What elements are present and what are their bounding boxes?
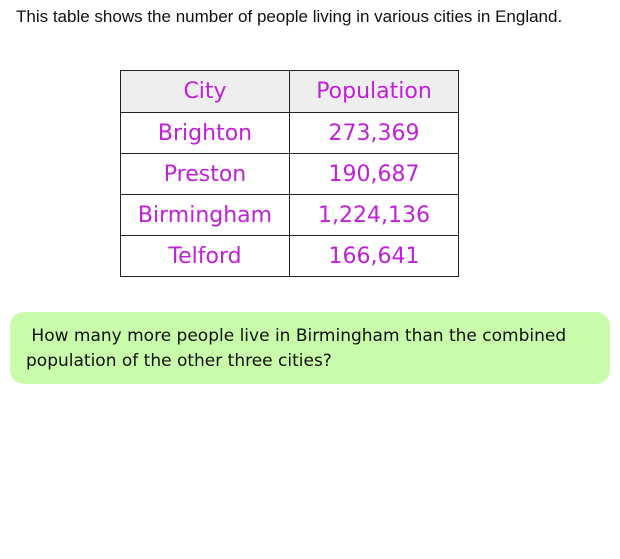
question-box: How many more people live in Birmingham … — [10, 312, 610, 384]
city-cell: Telford — [120, 235, 290, 277]
population-cell: 273,369 — [289, 112, 459, 154]
intro-text: This table shows the number of people li… — [16, 7, 563, 26]
population-table: City Population Brighton 273,369 Preston… — [120, 70, 459, 277]
header-population: Population — [289, 70, 459, 113]
table-row: Telford 166,641 — [120, 235, 459, 277]
city-cell: Birmingham — [120, 194, 290, 236]
population-cell: 1,224,136 — [289, 194, 459, 236]
table-row: Brighton 273,369 — [120, 112, 459, 154]
city-cell: Brighton — [120, 112, 290, 154]
table-row: Preston 190,687 — [120, 153, 459, 195]
city-cell: Preston — [120, 153, 290, 195]
question-text: How many more people live in Birmingham … — [26, 326, 572, 371]
population-cell: 166,641 — [289, 235, 459, 277]
table-row: Birmingham 1,224,136 — [120, 194, 459, 236]
table-header-row: City Population — [120, 70, 459, 113]
header-city: City — [120, 70, 290, 113]
population-cell: 190,687 — [289, 153, 459, 195]
